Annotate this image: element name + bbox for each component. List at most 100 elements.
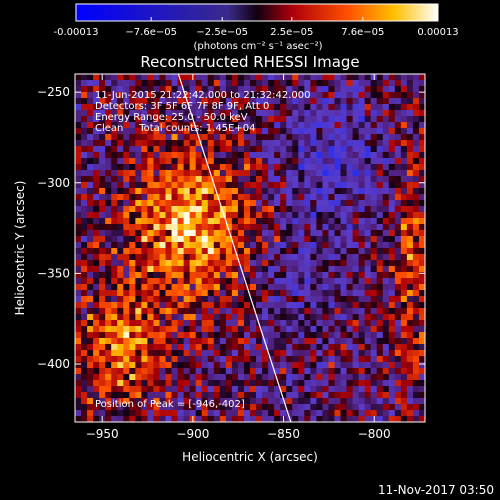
heatmap-cell: [256, 122, 263, 129]
heatmap-cell: [183, 368, 191, 375]
heatmap-cell: [388, 362, 396, 369]
heatmap-cell: [412, 218, 420, 225]
heatmap-cell: [376, 326, 384, 333]
heatmap-cell: [177, 188, 185, 195]
heatmap-cell: [364, 212, 372, 219]
heatmap-cell: [93, 344, 100, 351]
heatmap-cell: [195, 284, 203, 291]
heatmap-cell: [334, 194, 341, 201]
heatmap-cell: [310, 392, 317, 399]
heatmap-cell: [135, 152, 142, 159]
heatmap-cell: [99, 410, 106, 417]
heatmap-cell: [87, 398, 94, 405]
heatmap-cell: [93, 158, 100, 165]
heatmap-cell: [418, 176, 425, 183]
heatmap-cell: [286, 248, 293, 255]
heatmap-cell: [352, 272, 360, 279]
heatmap-cell: [298, 170, 305, 177]
heatmap-cell: [382, 248, 390, 255]
heatmap-cell: [147, 188, 154, 195]
heatmap-cell: [99, 386, 106, 393]
heatmap-cell: [219, 332, 227, 339]
heatmap-cell: [177, 272, 185, 279]
heatmap-cell: [394, 248, 402, 255]
heatmap-cell: [117, 404, 124, 411]
heatmap-cell: [219, 260, 227, 267]
heatmap-cell: [117, 230, 124, 237]
heatmap-cell: [153, 224, 160, 231]
heatmap-cell: [262, 182, 269, 189]
heatmap-cell: [153, 200, 160, 207]
heatmap-cell: [346, 362, 353, 369]
heatmap-cell: [195, 122, 203, 129]
heatmap-cell: [352, 104, 360, 111]
heatmap-cell: [418, 290, 425, 297]
heatmap-cell: [304, 98, 311, 105]
heatmap-cell: [292, 242, 299, 249]
heatmap-cell: [394, 224, 402, 231]
heatmap-cell: [189, 98, 197, 105]
heatmap-cell: [298, 74, 305, 81]
heatmap-cell: [123, 182, 130, 189]
heatmap-cell: [262, 122, 269, 129]
heatmap-cell: [105, 116, 112, 123]
heatmap-cell: [81, 140, 88, 147]
heatmap-cell: [99, 248, 106, 255]
heatmap-cell: [75, 272, 82, 279]
heatmap-cell: [93, 188, 100, 195]
heatmap-cell: [207, 344, 215, 351]
heatmap-cell: [135, 104, 142, 111]
heatmap-cell: [171, 314, 178, 321]
heatmap-cell: [352, 236, 360, 243]
heatmap-cell: [105, 392, 112, 399]
heatmap-cell: [316, 194, 323, 201]
heatmap-cell: [189, 290, 197, 297]
heatmap-cell: [400, 254, 408, 261]
heatmap-cell: [111, 392, 118, 399]
heatmap-cell: [274, 200, 281, 207]
heatmap-cell: [370, 248, 378, 255]
heatmap-cell: [81, 314, 88, 321]
heatmap-cell: [358, 332, 366, 339]
heatmap-cell: [225, 314, 233, 321]
heatmap-cell: [346, 224, 353, 231]
heatmap-cell: [159, 356, 166, 363]
heatmap-cell: [262, 386, 269, 393]
heatmap-cell: [231, 320, 239, 327]
heatmap-cell: [201, 398, 209, 405]
heatmap-cell: [340, 218, 347, 225]
heatmap-cell: [117, 86, 124, 93]
heatmap-cell: [346, 182, 353, 189]
heatmap-cell: [340, 302, 347, 309]
heatmap-cell: [382, 140, 390, 147]
heatmap-cell: [292, 236, 299, 243]
heatmap-cell: [129, 116, 136, 123]
heatmap-cell: [382, 134, 390, 141]
heatmap-cell: [189, 146, 197, 153]
heatmap-cell: [394, 194, 402, 201]
heatmap-cell: [256, 158, 263, 165]
heatmap-cell: [189, 110, 197, 117]
heatmap-cell: [231, 182, 239, 189]
heatmap-cell: [274, 98, 281, 105]
heatmap-cell: [147, 290, 154, 297]
heatmap-cell: [376, 368, 384, 375]
heatmap-cell: [370, 368, 378, 375]
heatmap-cell: [328, 230, 335, 237]
heatmap-cell: [201, 410, 209, 417]
heatmap-cells: [75, 74, 425, 422]
heatmap-cell: [388, 98, 396, 105]
heatmap-cell: [268, 272, 275, 279]
heatmap-cell: [99, 296, 106, 303]
heatmap-cell: [364, 128, 372, 135]
heatmap-cell: [171, 164, 178, 171]
heatmap-cell: [286, 230, 293, 237]
heatmap-cell: [280, 386, 287, 393]
heatmap-cell: [153, 182, 160, 189]
heatmap-cell: [183, 236, 191, 243]
heatmap-cell: [304, 386, 311, 393]
heatmap-cell: [165, 236, 172, 243]
heatmap-cell: [141, 236, 148, 243]
heatmap-cell: [304, 242, 311, 249]
heatmap-cell: [105, 332, 112, 339]
